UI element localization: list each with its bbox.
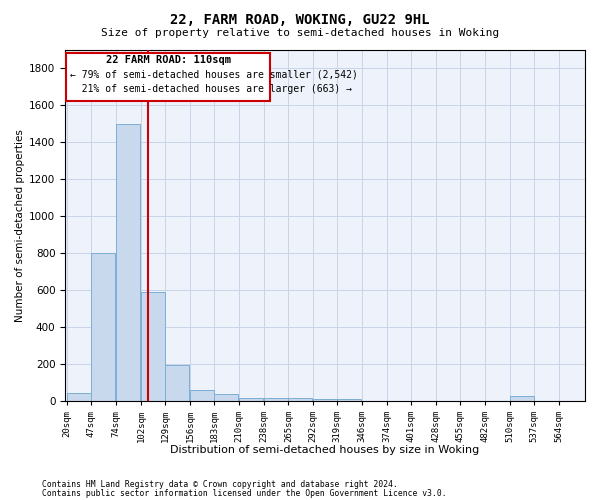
Text: 22 FARM ROAD: 110sqm: 22 FARM ROAD: 110sqm <box>106 54 231 64</box>
Bar <box>166 365 190 401</box>
Bar <box>91 253 115 401</box>
Text: Contains public sector information licensed under the Open Government Licence v3: Contains public sector information licen… <box>42 488 446 498</box>
Bar <box>510 396 534 401</box>
Bar <box>264 398 288 401</box>
Bar <box>190 390 214 401</box>
Bar <box>141 292 165 401</box>
X-axis label: Distribution of semi-detached houses by size in Woking: Distribution of semi-detached houses by … <box>170 445 479 455</box>
Text: Contains HM Land Registry data © Crown copyright and database right 2024.: Contains HM Land Registry data © Crown c… <box>42 480 398 489</box>
Y-axis label: Number of semi-detached properties: Number of semi-detached properties <box>15 129 25 322</box>
Text: ← 79% of semi-detached houses are smaller (2,542): ← 79% of semi-detached houses are smalle… <box>70 70 358 80</box>
Bar <box>239 398 263 401</box>
Bar <box>67 392 91 401</box>
Bar <box>214 394 238 401</box>
Text: 21% of semi-detached houses are larger (663) →: 21% of semi-detached houses are larger (… <box>70 84 352 94</box>
Bar <box>289 398 313 401</box>
Bar <box>337 399 361 401</box>
Bar <box>66 53 271 101</box>
Text: 22, FARM ROAD, WOKING, GU22 9HL: 22, FARM ROAD, WOKING, GU22 9HL <box>170 12 430 26</box>
Bar <box>313 399 337 401</box>
Text: Size of property relative to semi-detached houses in Woking: Size of property relative to semi-detach… <box>101 28 499 38</box>
Bar <box>116 124 140 401</box>
